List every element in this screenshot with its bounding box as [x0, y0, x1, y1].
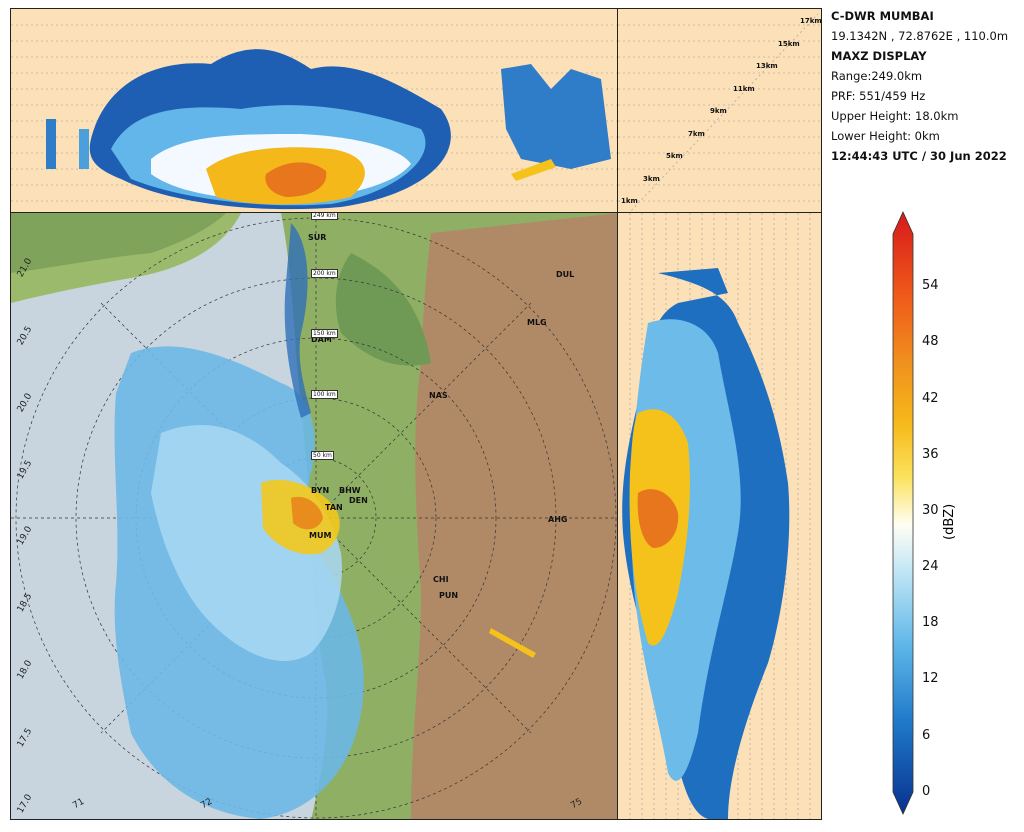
height-label-15: 15km [778, 40, 800, 48]
height-label-11: 11km [733, 85, 755, 93]
colorbar-unit: (dBZ) [942, 503, 957, 540]
city-label-dam: DAM [311, 335, 332, 344]
colorbar-tick-18: 18 [922, 615, 939, 630]
range-info: Range:249.0km [831, 69, 923, 83]
colorbar-tick-54: 54 [922, 278, 939, 293]
station-name: C-DWR MUMBAI [831, 9, 934, 23]
ring-label-200: 200 km [311, 269, 338, 278]
city-label-mlg: MLG [527, 318, 547, 327]
city-label-bhw: BHW [339, 486, 361, 495]
colorbar-graphic [892, 211, 914, 815]
upper-height-info: Upper Height: 18.0km [831, 109, 959, 123]
colorbar-tick-12: 12 [922, 671, 939, 686]
city-label-tan: TAN [325, 503, 343, 512]
ring-label-50: 50 km [311, 451, 334, 460]
height-label-7: 7km [688, 130, 705, 138]
city-label-ahg: AHG [548, 515, 568, 524]
lower-height-info: Lower Height: 0km [831, 129, 940, 143]
side-cross-section [617, 212, 822, 820]
city-label-chi: CHI [433, 575, 449, 584]
height-label-17: 17km [800, 17, 822, 25]
ring-label-100: 100 km [311, 390, 338, 399]
city-label-sur: SUR [308, 233, 327, 242]
colorbar-tick-42: 42 [922, 391, 939, 406]
colorbar-tick-36: 36 [922, 447, 939, 462]
ring-label-249: 249 km [311, 212, 338, 220]
city-label-byn: BYN [311, 486, 330, 495]
top-cross-section [10, 8, 618, 213]
side-cross-section-graphic [622, 213, 811, 819]
height-label-3: 3km [643, 175, 660, 183]
product-name: MAXZ DISPLAY [831, 49, 927, 63]
radar-map-graphic [11, 213, 617, 819]
colorbar-tick-48: 48 [922, 334, 939, 349]
height-label-5: 5km [666, 152, 683, 160]
colorbar-tick-6: 6 [922, 728, 931, 743]
colorbar-tick-0: 0 [922, 784, 931, 799]
height-scale-graphic [618, 13, 821, 212]
city-label-nas: NAS [429, 391, 448, 400]
city-label-mum: MUM [309, 531, 332, 540]
colorbar-tick-30: 30 [922, 503, 939, 518]
prf-info: PRF: 551/459 Hz [831, 89, 926, 103]
top-cross-section-graphic [11, 24, 617, 210]
height-scale-panel: 17km 15km 13km 11km 9km 7km 5km 3km 1km [617, 8, 822, 213]
city-label-dul: DUL [556, 270, 575, 279]
station-coords: 19.1342N , 72.8762E , 110.0m [831, 29, 1009, 43]
ring-label-150: 150 km [311, 329, 338, 338]
city-label-den: DEN [349, 496, 368, 505]
height-label-9: 9km [710, 107, 727, 115]
height-label-1: 1km [621, 197, 638, 205]
colorbar [888, 210, 918, 816]
height-label-13: 13km [756, 62, 778, 70]
colorbar-tick-24: 24 [922, 559, 939, 574]
city-label-pun: PUN [439, 591, 459, 600]
radar-map: SUR DUL MLG DAM NAS BYN BHW DEN TAN MUM … [10, 212, 618, 820]
timestamp: 12:44:43 UTC / 30 Jun 2022 [831, 149, 1007, 163]
